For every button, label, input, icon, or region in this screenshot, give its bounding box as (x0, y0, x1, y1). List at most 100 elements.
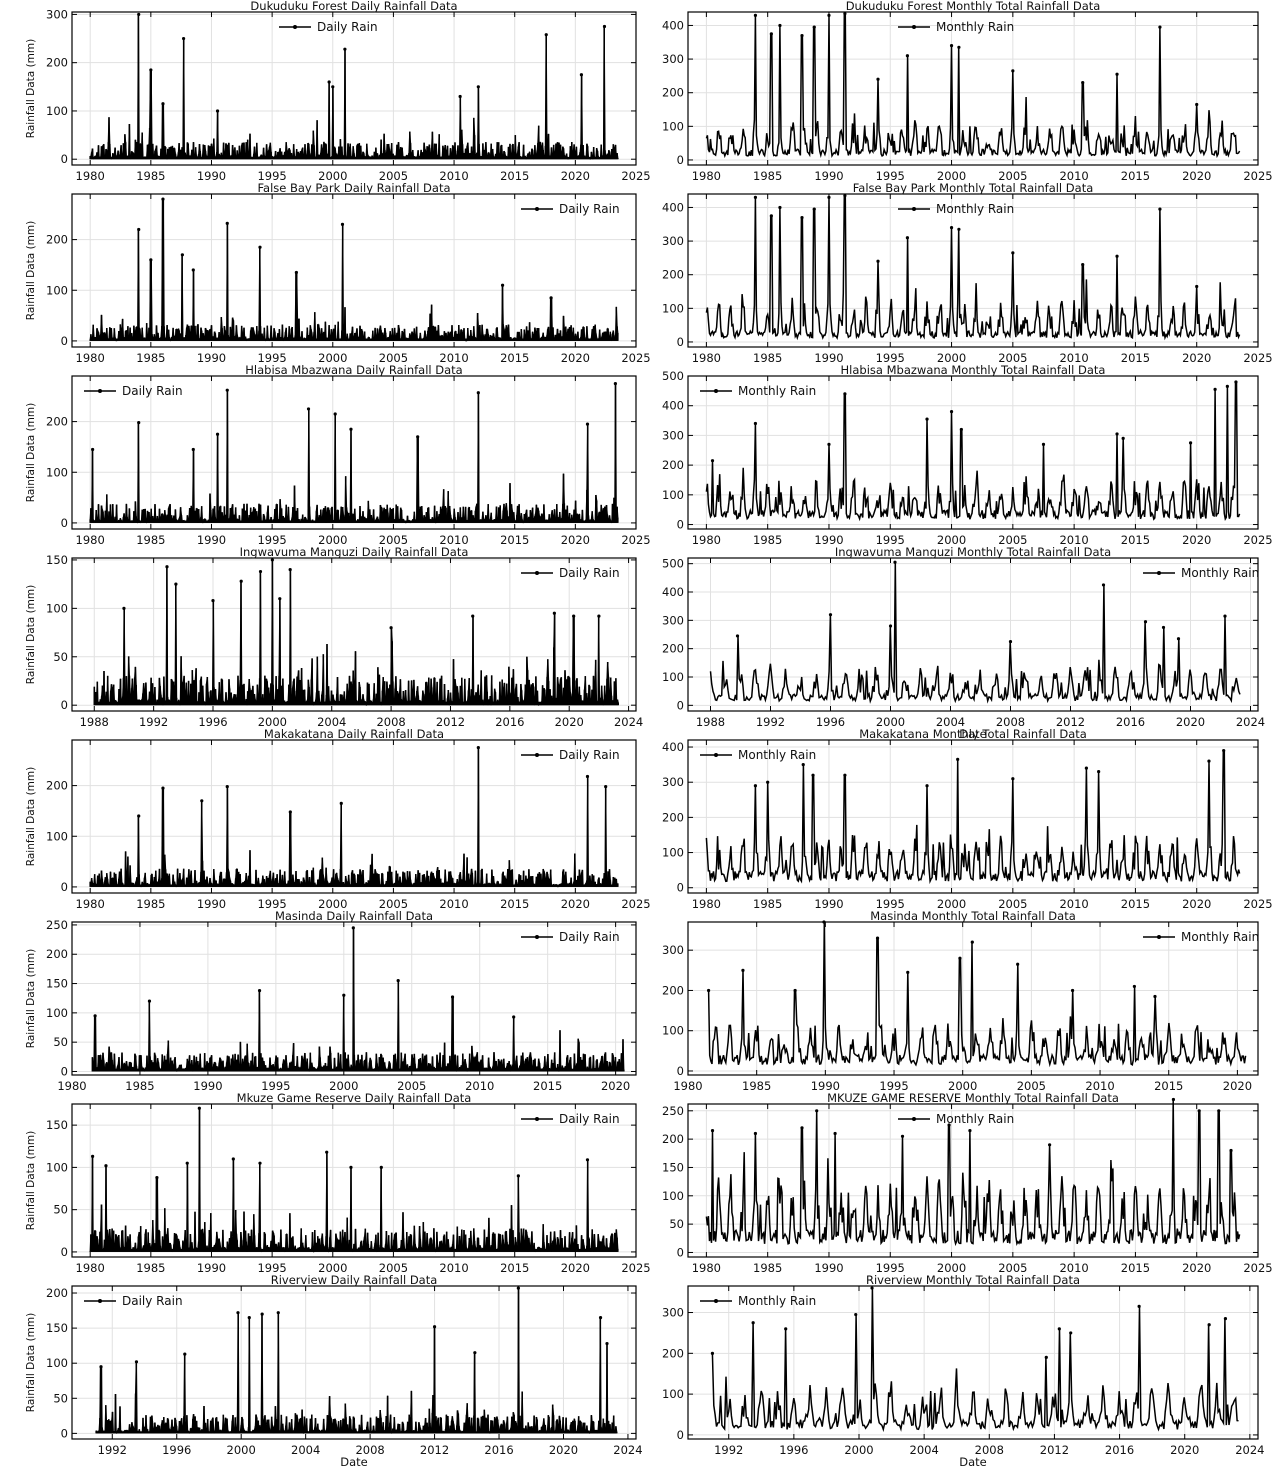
plot-area (72, 1104, 637, 1257)
data-point (769, 32, 773, 36)
x-tick-label: 1985 (136, 351, 165, 365)
data-point (211, 599, 215, 603)
data-point (843, 194, 847, 198)
data-point (288, 568, 292, 572)
data-point (1213, 387, 1217, 391)
legend-marker (912, 1117, 916, 1121)
y-tick-label: 300 (662, 943, 684, 957)
series-connector (89, 14, 619, 160)
data-point (597, 614, 601, 618)
data-point (843, 12, 847, 16)
data-point (1008, 639, 1013, 644)
x-axis-label: Date (959, 1455, 987, 1467)
y-tick-label: 0 (677, 698, 684, 712)
y-tick-label: 200 (46, 56, 68, 70)
data-point (613, 381, 617, 386)
data-point (854, 1312, 858, 1317)
y-tick-label: 0 (61, 516, 68, 530)
data-point (122, 606, 126, 610)
chart-title: Masinda Monthly Total Rainfall Data (870, 909, 1076, 923)
x-tick-label: 2010 (439, 533, 468, 547)
data-point (753, 195, 758, 199)
series-dense-band (90, 338, 618, 341)
x-tick-label: 1990 (814, 351, 843, 365)
data-point (753, 13, 758, 17)
data-point (161, 102, 165, 106)
data-point (180, 253, 184, 257)
y-tick-label: 100 (46, 1006, 68, 1020)
x-tick-label: 2000 (318, 897, 347, 911)
data-point (1016, 962, 1020, 966)
x-tick-label: 1985 (753, 1261, 782, 1275)
y-tick-label: 300 (662, 234, 684, 248)
x-tick-label: 2004 (317, 715, 346, 729)
data-point (1084, 766, 1088, 770)
plot-frame (71, 1103, 637, 1258)
series-line (89, 199, 619, 341)
x-tick-label: 2010 (465, 1079, 494, 1093)
x-tick-label: 2012 (420, 1443, 449, 1457)
legend-marker (535, 1117, 539, 1121)
x-tick-label: 1980 (692, 351, 721, 365)
data-point (191, 268, 195, 272)
data-point (735, 634, 740, 638)
y-tick-label: 200 (46, 779, 68, 793)
x-tick-label: 2015 (500, 169, 529, 183)
series-dense-band (96, 1431, 617, 1434)
y-axis-label: Rainfall Data (mm) (25, 403, 37, 502)
x-tick-label: 2020 (561, 533, 590, 547)
data-point (225, 388, 229, 392)
y-tick-label: 500 (662, 369, 684, 383)
x-tick-label: 2000 (937, 169, 966, 183)
data-point (516, 1286, 520, 1290)
plot-area (688, 1286, 1258, 1439)
x-tick-label: 1980 (692, 533, 721, 547)
series-dense-band (92, 1068, 624, 1072)
x-tick-label: 2005 (397, 1079, 426, 1093)
x-tick-label: 1985 (136, 169, 165, 183)
legend-marker (1157, 935, 1161, 939)
y-tick-label: 200 (662, 458, 684, 472)
x-tick-label: 2016 (1116, 715, 1145, 729)
data-point (1197, 1109, 1201, 1113)
legend-label: Monthly Rain (936, 20, 1014, 34)
y-tick-label: 200 (46, 1286, 68, 1300)
data-point (707, 988, 711, 993)
legend: Monthly Rain (700, 1294, 816, 1308)
x-tick-label: 2024 (614, 715, 643, 729)
data-point (1229, 1148, 1233, 1153)
y-tick-label: 300 (46, 7, 68, 21)
data-point (1195, 102, 1199, 107)
y-tick-label: 50 (669, 1217, 684, 1231)
data-point (579, 73, 584, 77)
legend-label: Monthly Rain (1181, 566, 1259, 580)
data-point (585, 422, 590, 426)
chart-title: False Bay Park Monthly Total Rainfall Da… (853, 181, 1094, 195)
x-tick-label: 1992 (714, 1443, 743, 1457)
x-tick-label: 2008 (975, 1443, 1004, 1457)
legend-label: Daily Rain (559, 748, 620, 762)
data-point (294, 270, 298, 275)
data-point (349, 427, 353, 431)
y-tick-label: 200 (662, 642, 684, 656)
plot-area (71, 922, 636, 1075)
y-tick-label: 0 (61, 1245, 68, 1259)
legend-marker (1157, 571, 1161, 575)
x-tick-label: 1992 (98, 1443, 127, 1457)
x-tick-label: 2004 (936, 715, 965, 729)
y-axis-label: Rainfall Data (mm) (25, 221, 37, 320)
y-tick-label: 0 (677, 1064, 684, 1078)
legend: Daily Rain (521, 930, 620, 944)
y-axis-label: Rainfall Data (mm) (25, 39, 37, 138)
legend-marker (535, 207, 539, 211)
legend-label: Daily Rain (559, 566, 620, 580)
y-tick-label: 100 (46, 601, 68, 615)
legend-label: Daily Rain (559, 930, 620, 944)
x-axis-label: Date (959, 727, 987, 741)
x-tick-label: 2010 (439, 1261, 468, 1275)
data-point (185, 1161, 189, 1165)
data-point (801, 763, 805, 767)
x-tick-label: 1995 (257, 351, 286, 365)
x-tick-label: 2015 (500, 897, 529, 911)
y-tick-label: 50 (53, 1391, 68, 1405)
